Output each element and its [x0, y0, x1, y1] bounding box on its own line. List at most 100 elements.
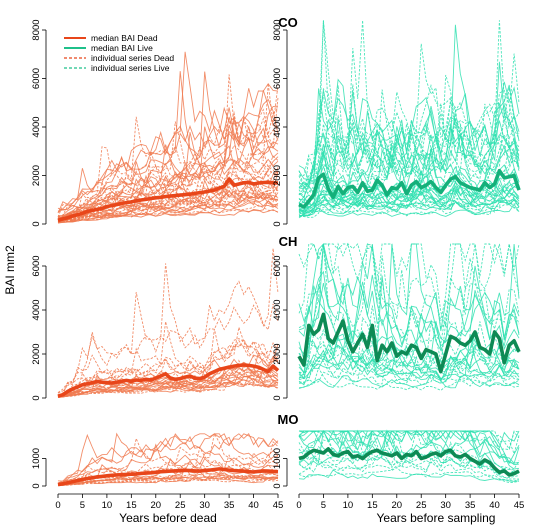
individual-series-line: [298, 429, 520, 466]
individual-series-line: [298, 430, 520, 479]
y-tick-label: 6000: [272, 68, 283, 89]
individual-series-line: [57, 367, 279, 398]
median-series-line: [57, 363, 280, 398]
panel-mo-dead: 0 1000 MO: [31, 412, 298, 489]
individual-series-line: [298, 243, 520, 356]
x-tick-label: 30: [440, 500, 451, 511]
individual-series-line: [57, 474, 279, 486]
individual-series-line: [298, 331, 520, 380]
individual-series-line: [57, 74, 279, 218]
y-tick-label: 2000: [31, 165, 42, 186]
individual-series-line: [57, 366, 279, 397]
y-tick-label: 1000: [31, 448, 42, 469]
y-tick-label: 0: [272, 483, 283, 488]
individual-series-line: [298, 358, 520, 386]
legend-label: median BAI Live: [91, 43, 153, 53]
individual-series-line: [57, 441, 279, 485]
individual-series-line: [57, 189, 279, 223]
individual-series-line: [57, 83, 279, 218]
individual-series-line: [298, 243, 520, 358]
y-tick-label: 0: [31, 221, 42, 226]
x-tick-label: 40: [489, 500, 500, 511]
y-tick-label: 4000: [272, 299, 283, 320]
individual-series-line: [57, 338, 279, 396]
individual-series-line: [298, 265, 520, 352]
x-axis-live: 0 5 10 15 20 25 30 35 40 45: [296, 493, 525, 511]
x-tick-label: 45: [273, 500, 284, 511]
individual-series-line: [298, 203, 520, 219]
y-tick-label: 2000: [272, 343, 283, 364]
panel-title: CO: [278, 15, 298, 30]
y-tick-label: 1000: [272, 448, 283, 469]
individual-series-line: [298, 429, 520, 470]
individual-series-line: [57, 117, 279, 218]
legend-label: median BAI Dead: [91, 33, 158, 43]
y-tick-label: 6000: [31, 255, 42, 276]
individual-series-line: [57, 433, 279, 484]
individual-series-line: [57, 115, 279, 219]
individual-series-line: [298, 85, 520, 204]
individual-series-line: [298, 20, 520, 176]
x-tick-label: 25: [175, 500, 186, 511]
individual-series-line: [57, 204, 279, 224]
individual-series-line: [298, 126, 520, 204]
y-axis-label: BAI mm2: [3, 245, 17, 295]
y-tick-label: 0: [272, 221, 283, 226]
individual-series-group: [57, 51, 279, 224]
individual-series-line: [57, 379, 279, 398]
x-axis-dead: 0 5 10 15 20 25 30 35 40 45: [55, 493, 284, 511]
y-tick-label: 4000: [272, 116, 283, 137]
individual-series-line: [57, 373, 279, 398]
individual-series-line: [298, 242, 520, 327]
individual-series-line: [57, 151, 279, 219]
panel-co-dead: 0 2000 4000 6000 8000 CO: [31, 15, 298, 227]
individual-series-line: [57, 443, 279, 485]
individual-series-line: [298, 430, 520, 464]
x-tick-label: 20: [391, 500, 402, 511]
individual-series-line: [298, 43, 520, 188]
individual-series-line: [298, 242, 520, 322]
individual-series-line: [57, 199, 279, 224]
x-tick-label: 20: [150, 500, 161, 511]
individual-series-line: [57, 371, 279, 398]
x-tick-label: 10: [343, 500, 354, 511]
x-tick-label: 0: [55, 500, 60, 511]
individual-series-line: [298, 84, 520, 190]
y-tick-label: 6000: [272, 255, 283, 276]
individual-series-line: [57, 125, 279, 221]
x-tick-label: 5: [80, 500, 85, 511]
y-tick-label: 2000: [31, 343, 42, 364]
individual-series-line: [298, 185, 520, 214]
individual-series-line: [298, 84, 520, 190]
x-tick-label: 25: [416, 500, 427, 511]
individual-series-line: [57, 248, 279, 394]
individual-series-line: [298, 353, 520, 386]
x-tick-label: 10: [102, 500, 113, 511]
individual-series-line: [299, 430, 520, 449]
individual-series-group: [298, 20, 520, 219]
legend-label: individual series Live: [91, 63, 170, 73]
x-tick-label: 35: [465, 500, 476, 511]
panel-ch-dead: 0 2000 4000 6000 CH: [31, 234, 297, 401]
x-axis-label-live: Years before sampling: [377, 511, 496, 525]
individual-series-line: [298, 316, 520, 374]
x-tick-label: 30: [199, 500, 210, 511]
individual-series-group: [57, 432, 279, 486]
individual-series-line: [57, 126, 279, 211]
panel-ch-live: 0 2000 4000 6000: [272, 242, 521, 401]
x-tick-label: 0: [296, 500, 301, 511]
individual-series-line: [299, 193, 520, 217]
x-tick-label: 45: [514, 500, 525, 511]
individual-series-line: [298, 170, 520, 215]
median-series-line: [298, 168, 521, 209]
individual-series-line: [298, 81, 520, 181]
x-tick-label: 15: [126, 500, 137, 511]
individual-series-line: [57, 370, 279, 398]
individual-series-line: [298, 78, 520, 184]
individual-series-line: [57, 83, 279, 212]
individual-series-line: [57, 280, 279, 393]
y-tick-label: 6000: [31, 68, 42, 89]
y-tick-label: 8000: [272, 19, 283, 40]
y-tick-label: 4000: [31, 116, 42, 137]
individual-series-line: [57, 339, 279, 396]
